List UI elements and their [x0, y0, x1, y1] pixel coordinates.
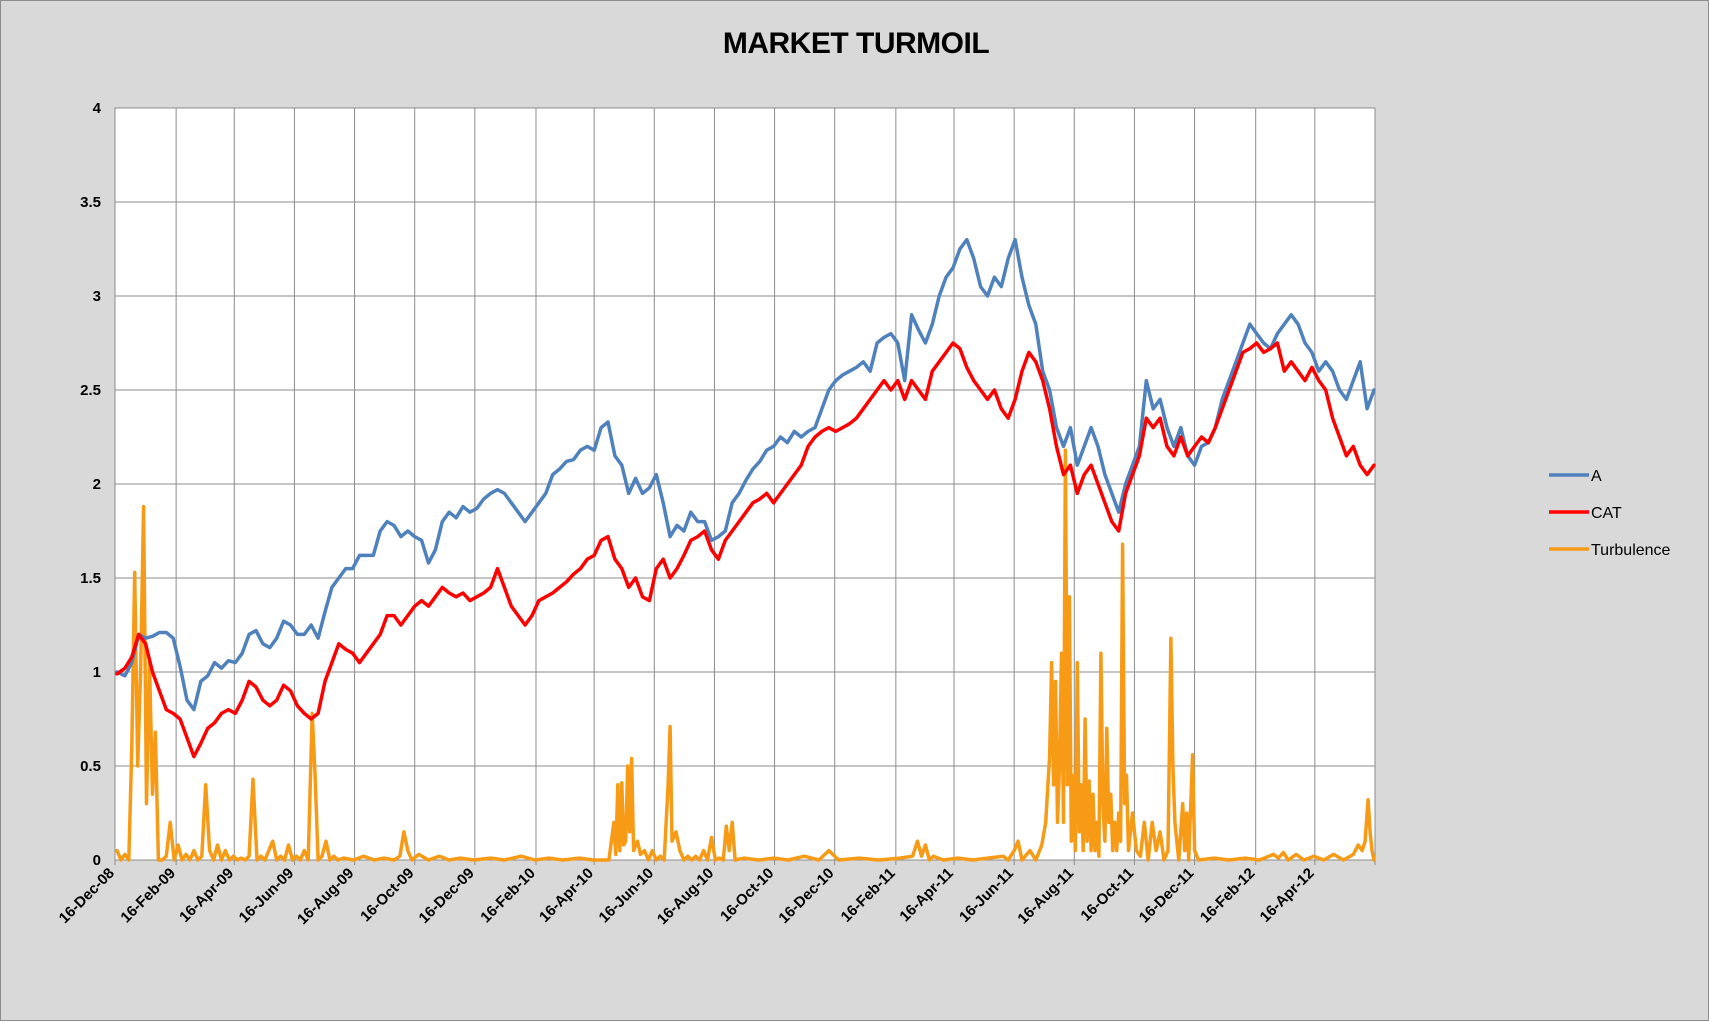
x-tick-label: 16-Jun-11 [956, 865, 1017, 926]
x-tick-label: 16-Apr-11 [896, 865, 956, 925]
y-tick-label: 1 [93, 664, 101, 681]
y-tick-label: 3 [93, 288, 101, 305]
x-tick-label: 16-Oct-09 [357, 865, 417, 925]
x-tick-label: 16-Feb-11 [838, 865, 899, 926]
legend: A CAT Turbulence [1549, 468, 1671, 559]
x-tick-label: 16-Aug-11 [1014, 865, 1077, 928]
y-tick-label: 4 [93, 100, 102, 117]
y-tick-label: 0.5 [80, 758, 101, 775]
x-tick-label: 16-Jun-10 [596, 865, 658, 927]
x-tick-label: 16-Dec-09 [416, 865, 478, 927]
legend-label-cat: CAT [1591, 505, 1622, 522]
series-line-a [115, 237, 1376, 712]
x-axis-ticks: 16-Dec-08 16-Feb-0916-Apr-0916-Jun-0916-A… [56, 865, 1318, 928]
x-tick-label: 16-Apr-09 [176, 865, 237, 926]
x-tick-label: 16-Jun-09 [236, 865, 298, 927]
x-tick-label: 16-Aug-10 [654, 865, 717, 928]
y-tick-label: 1.5 [80, 570, 101, 587]
y-tick-label: 3.5 [80, 194, 101, 211]
x-tick-label: 16-Dec-10 [775, 865, 837, 927]
x-tick-label: 16-Apr-12 [1257, 865, 1318, 926]
x-tick-label: 16-Feb-10 [477, 865, 539, 927]
legend-label-turbulence: Turbulence [1591, 542, 1671, 559]
x-tick-label: 16-Dec-11 [1136, 865, 1198, 927]
x-tick-label: 16-Apr-10 [536, 865, 597, 926]
x-tick-label: 16-Oct-11 [1077, 865, 1137, 925]
y-tick-label: 0 [93, 852, 101, 869]
series-line-turbulence [115, 448, 1376, 862]
x-tick-label: 16-Dec-08 [56, 865, 118, 927]
x-tick-label: 16-Oct-10 [717, 865, 777, 925]
series-lines [115, 237, 1376, 862]
x-tick-label: 16-Feb-09 [117, 865, 179, 927]
y-tick-label: 2 [93, 476, 101, 493]
legend-label-a: A [1591, 468, 1602, 485]
y-tick-label: 2.5 [80, 382, 101, 399]
y-axis-ticks: 0 0.5 1 1.5 2 2.5 3 3.5 4 [80, 100, 102, 869]
chart-title: MARKET TURMOIL [723, 27, 989, 60]
x-tick-label: 16-Aug-09 [294, 865, 357, 928]
x-tick-label: 16-Feb-12 [1197, 865, 1259, 927]
series-line-cat [115, 341, 1376, 759]
